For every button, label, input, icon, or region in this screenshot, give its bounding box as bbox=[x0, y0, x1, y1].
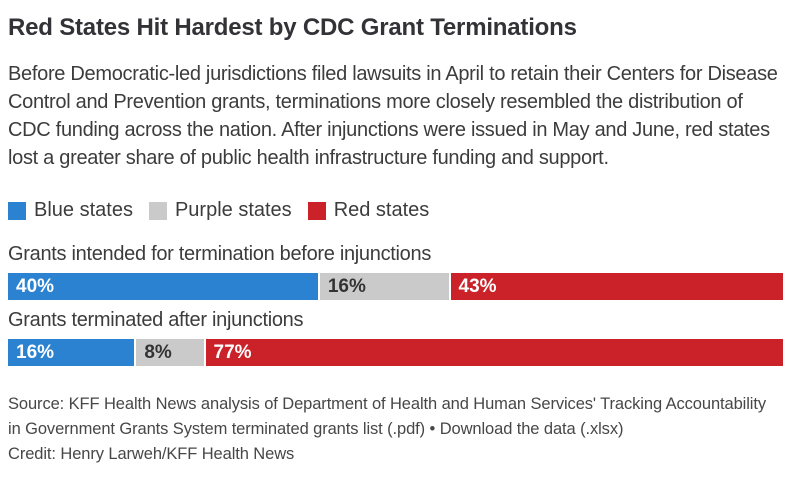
legend-label: Blue states bbox=[34, 199, 133, 221]
bar-category-label: Grants terminated after injunctions bbox=[8, 309, 304, 331]
blue-states-swatch-icon bbox=[8, 201, 26, 220]
bar-group-after-injunctions: Grants terminated after injunctions 16% … bbox=[8, 309, 784, 366]
credit-note: Credit: Henry Larweh/KFF Health News bbox=[8, 445, 295, 463]
legend-label: Purple states bbox=[174, 199, 292, 221]
download-data-link[interactable]: Download the data (.xlsx) bbox=[439, 420, 624, 438]
stacked-bar-chart: Grants intended for termination before i… bbox=[8, 243, 784, 366]
stacked-bar: 16% 8% 77% bbox=[8, 339, 784, 366]
bar-segment-blue-states: 16% bbox=[8, 339, 135, 366]
legend-item-red-states: Red states bbox=[307, 199, 430, 222]
stacked-bar: 40% 16% 43% bbox=[8, 273, 783, 300]
source-text: Source: KFF Health News analysis of Depa… bbox=[8, 395, 767, 438]
red-states-swatch-icon bbox=[307, 201, 326, 220]
legend-item-purple-states: Purple states bbox=[148, 199, 292, 222]
bar-category-label: Grants intended for termination before i… bbox=[8, 243, 432, 265]
bar-segment-blue-states: 40% bbox=[8, 273, 318, 300]
bar-segment-purple-states: 16% bbox=[317, 273, 449, 300]
legend: Blue states Purple states Red states bbox=[8, 199, 783, 222]
footer: Source: KFF Health News analysis of Depa… bbox=[8, 392, 783, 467]
bar-segment-purple-states: 8% bbox=[134, 339, 204, 366]
page-title: Red States Hit Hardest by CDC Grant Term… bbox=[8, 14, 577, 41]
legend-label: Red states bbox=[333, 199, 430, 221]
bar-segment-red-states: 77% bbox=[203, 339, 784, 366]
bar-group-before-injunctions: Grants intended for termination before i… bbox=[8, 243, 783, 300]
legend-item-blue-states: Blue states bbox=[8, 199, 133, 222]
infographic: Red States Hit Hardest by CDC Grant Term… bbox=[8, 14, 784, 467]
chart-description: Before Democratic-led jurisdictions file… bbox=[8, 63, 778, 169]
bar-segment-red-states: 43% bbox=[448, 273, 783, 300]
purple-states-swatch-icon bbox=[148, 201, 167, 220]
source-note: Source: KFF Health News analysis of Depa… bbox=[8, 392, 783, 442]
